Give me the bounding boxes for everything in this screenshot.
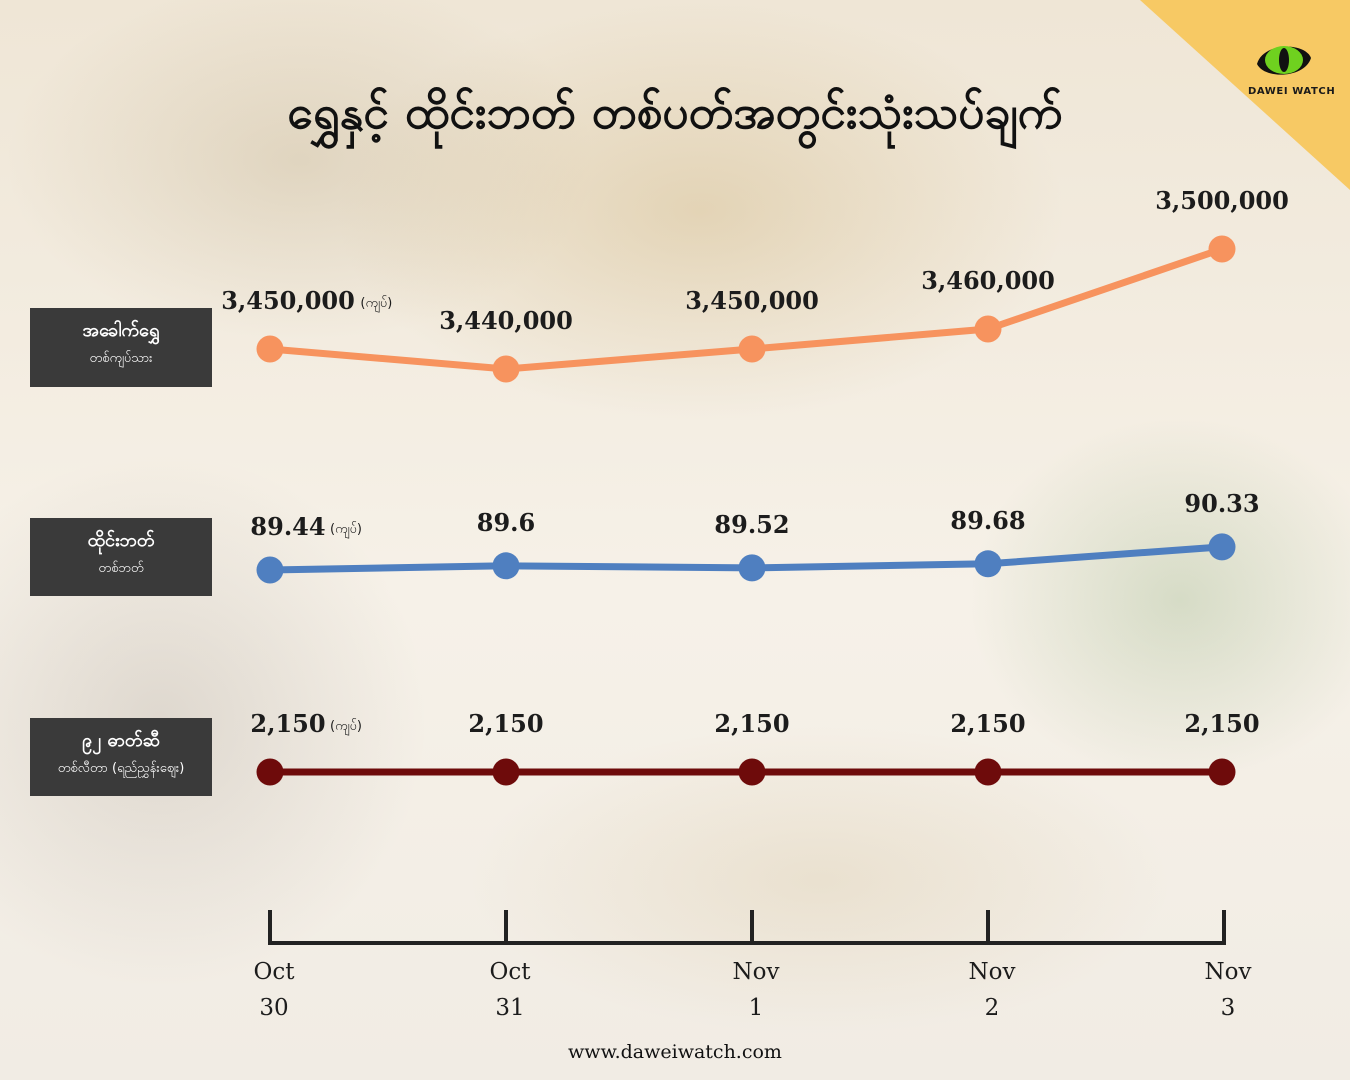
data-point-0-4 (1208, 235, 1236, 263)
brand-name: DAWEI WATCH (1248, 86, 1336, 97)
unit-label-1: (ကျပ်) (330, 521, 362, 539)
unit-label-0: (ကျပ်) (360, 295, 392, 313)
x-tick-label-day-4: 3 (1221, 995, 1236, 1021)
row-label-baht-name: ထိုင်းဘတ် (87, 530, 155, 551)
x-tick-label-month-3: Nov (969, 959, 1016, 985)
row-label-gold-sub: တစ်ကျပ်သား (89, 351, 153, 366)
row-label-gold-name: အခေါက်ရွှေ (82, 320, 160, 341)
data-point-1-1 (492, 552, 520, 580)
data-point-0-3 (974, 315, 1002, 343)
data-point-1-0 (256, 556, 284, 584)
data-label-1-4: 90.33 (1184, 489, 1259, 518)
data-point-2-0 (256, 758, 284, 786)
data-point-0-0 (256, 335, 284, 363)
data-label-0-4: 3,500,000 (1155, 186, 1289, 215)
data-point-1-3 (974, 550, 1002, 578)
x-tick-label-day-1: 31 (495, 995, 524, 1021)
data-label-2-4: 2,150 (1184, 709, 1259, 738)
data-point-2-4 (1208, 758, 1236, 786)
x-tick-label-day-2: 1 (749, 995, 764, 1021)
row-label-baht: ထိုင်းဘတ် တစ်ဘတ် (30, 518, 212, 596)
row-label-baht-sub: တစ်ဘတ် (98, 561, 144, 576)
data-label-1-0: 89.44 (250, 512, 325, 541)
row-label-fuel-name: ၉၂ ဓာတ်ဆီ (82, 730, 160, 751)
data-label-0-0: 3,450,000 (221, 286, 355, 315)
data-label-1-2: 89.52 (714, 510, 789, 539)
data-label-1-3: 89.68 (950, 506, 1025, 535)
x-tick-label-month-2: Nov (733, 959, 780, 985)
data-point-2-3 (974, 758, 1002, 786)
data-label-1-1: 89.6 (477, 508, 535, 537)
data-label-2-1: 2,150 (468, 709, 543, 738)
page-title: ရွှေနှင့် ထိုင်းဘတ် တစ်ပတ်အတွင်းသုံးသပ်ခ… (287, 85, 1063, 139)
data-label-0-1: 3,440,000 (439, 306, 573, 335)
data-label-2-2: 2,150 (714, 709, 789, 738)
data-point-0-1 (492, 355, 520, 383)
data-point-0-2 (738, 335, 766, 363)
data-label-0-2: 3,450,000 (685, 286, 819, 315)
data-point-1-2 (738, 554, 766, 582)
green-eye-icon (1257, 46, 1311, 75)
x-tick-label-month-0: Oct (254, 959, 296, 985)
brand-logo: DAWEI WATCH (1248, 36, 1336, 97)
x-tick-label-day-3: 2 (985, 995, 1000, 1021)
data-point-1-4 (1208, 533, 1236, 561)
x-tick-label-month-1: Oct (490, 959, 532, 985)
data-label-0-3: 3,460,000 (921, 266, 1055, 295)
x-tick-label-month-4: Nov (1205, 959, 1252, 985)
unit-label-2: (ကျပ်) (330, 718, 362, 736)
row-label-gold: အခေါက်ရွှေ တစ်ကျပ်သား (30, 308, 212, 387)
data-label-2-3: 2,150 (950, 709, 1025, 738)
data-point-2-2 (738, 758, 766, 786)
x-tick-label-day-0: 30 (259, 995, 288, 1021)
website-url: www.daweiwatch.com (568, 1041, 782, 1063)
row-label-fuel-sub: တစ်လီတာ (ရည်ညွှန်းဈေး) (57, 761, 185, 776)
data-label-2-0: 2,150 (250, 709, 325, 738)
row-label-fuel: ၉၂ ဓာတ်ဆီ တစ်လီတာ (ရည်ညွှန်းဈေး) (30, 718, 212, 796)
data-point-2-1 (492, 758, 520, 786)
